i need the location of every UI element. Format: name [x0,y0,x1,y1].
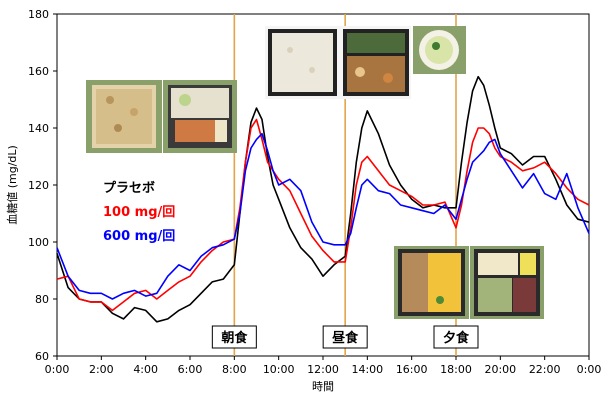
x-axis-title: 時間 [312,380,334,393]
x-tick-label: 20:00 [484,363,516,376]
meal-label: 夕食 [443,330,470,346]
dinner-photo-rice [394,246,469,319]
lunch-photo-rice [265,26,340,99]
series-line [56,118,590,312]
y-axis: 60 80 100 120 140 160 180 [28,8,57,363]
legend-entry: プラセボ [103,180,155,196]
x-tick-label: 22:00 [529,363,561,376]
food-photos [86,26,544,319]
x-axis: 0:00 2:00 4:00 6:00 8:00 10:00 12:00 14:00 16:00… [45,356,602,376]
meal-label-box [433,325,479,349]
meal-label: 昼食 [332,330,359,346]
x-tick-label: 10:00 [263,363,295,376]
x-tick-label: 18:00 [440,363,472,376]
x-tick-label: 4:00 [133,363,158,376]
x-tick-label: 14:00 [351,363,383,376]
y-tick-label: 120 [28,179,49,192]
x-tick-label: 16:00 [396,363,428,376]
breakfast-photo-fish [163,80,237,153]
y-tick-label: 160 [28,65,49,78]
x-tick-label: 2:00 [89,363,114,376]
meal-label-box [211,325,257,349]
lunch-photo-soup [413,26,466,74]
y-tick-label: 60 [35,350,49,363]
lunch-photo-stew [340,26,411,99]
meal-labels: 朝食 昼食 夕食 [211,325,479,349]
breakfast-photo-rice [86,80,162,153]
y-tick-label: 80 [35,293,49,306]
x-tick-label: 6:00 [178,363,203,376]
legend-entry: 600 mg/回 [103,229,175,244]
series-line [56,75,590,323]
x-tick-label: 12:00 [307,363,339,376]
legend: プラセボ 100 mg/回 600 mg/回 [103,180,175,244]
meal-label: 朝食 [221,330,248,346]
y-tick-label: 180 [28,8,49,21]
series-lines [56,75,590,323]
meal-label-box [322,325,368,349]
series-line [56,132,590,300]
dinner-photo-noodles [470,246,544,319]
y-tick-label: 140 [28,122,49,135]
x-tick-label: 8:00 [222,363,247,376]
y-axis-title: 血糖値 (mg/dL) [5,145,19,225]
legend-entry: 100 mg/回 [103,205,175,220]
x-tick-label: 0:00 [45,363,70,376]
y-tick-label: 100 [28,236,49,249]
x-tick-label: 0:00 [577,363,602,376]
